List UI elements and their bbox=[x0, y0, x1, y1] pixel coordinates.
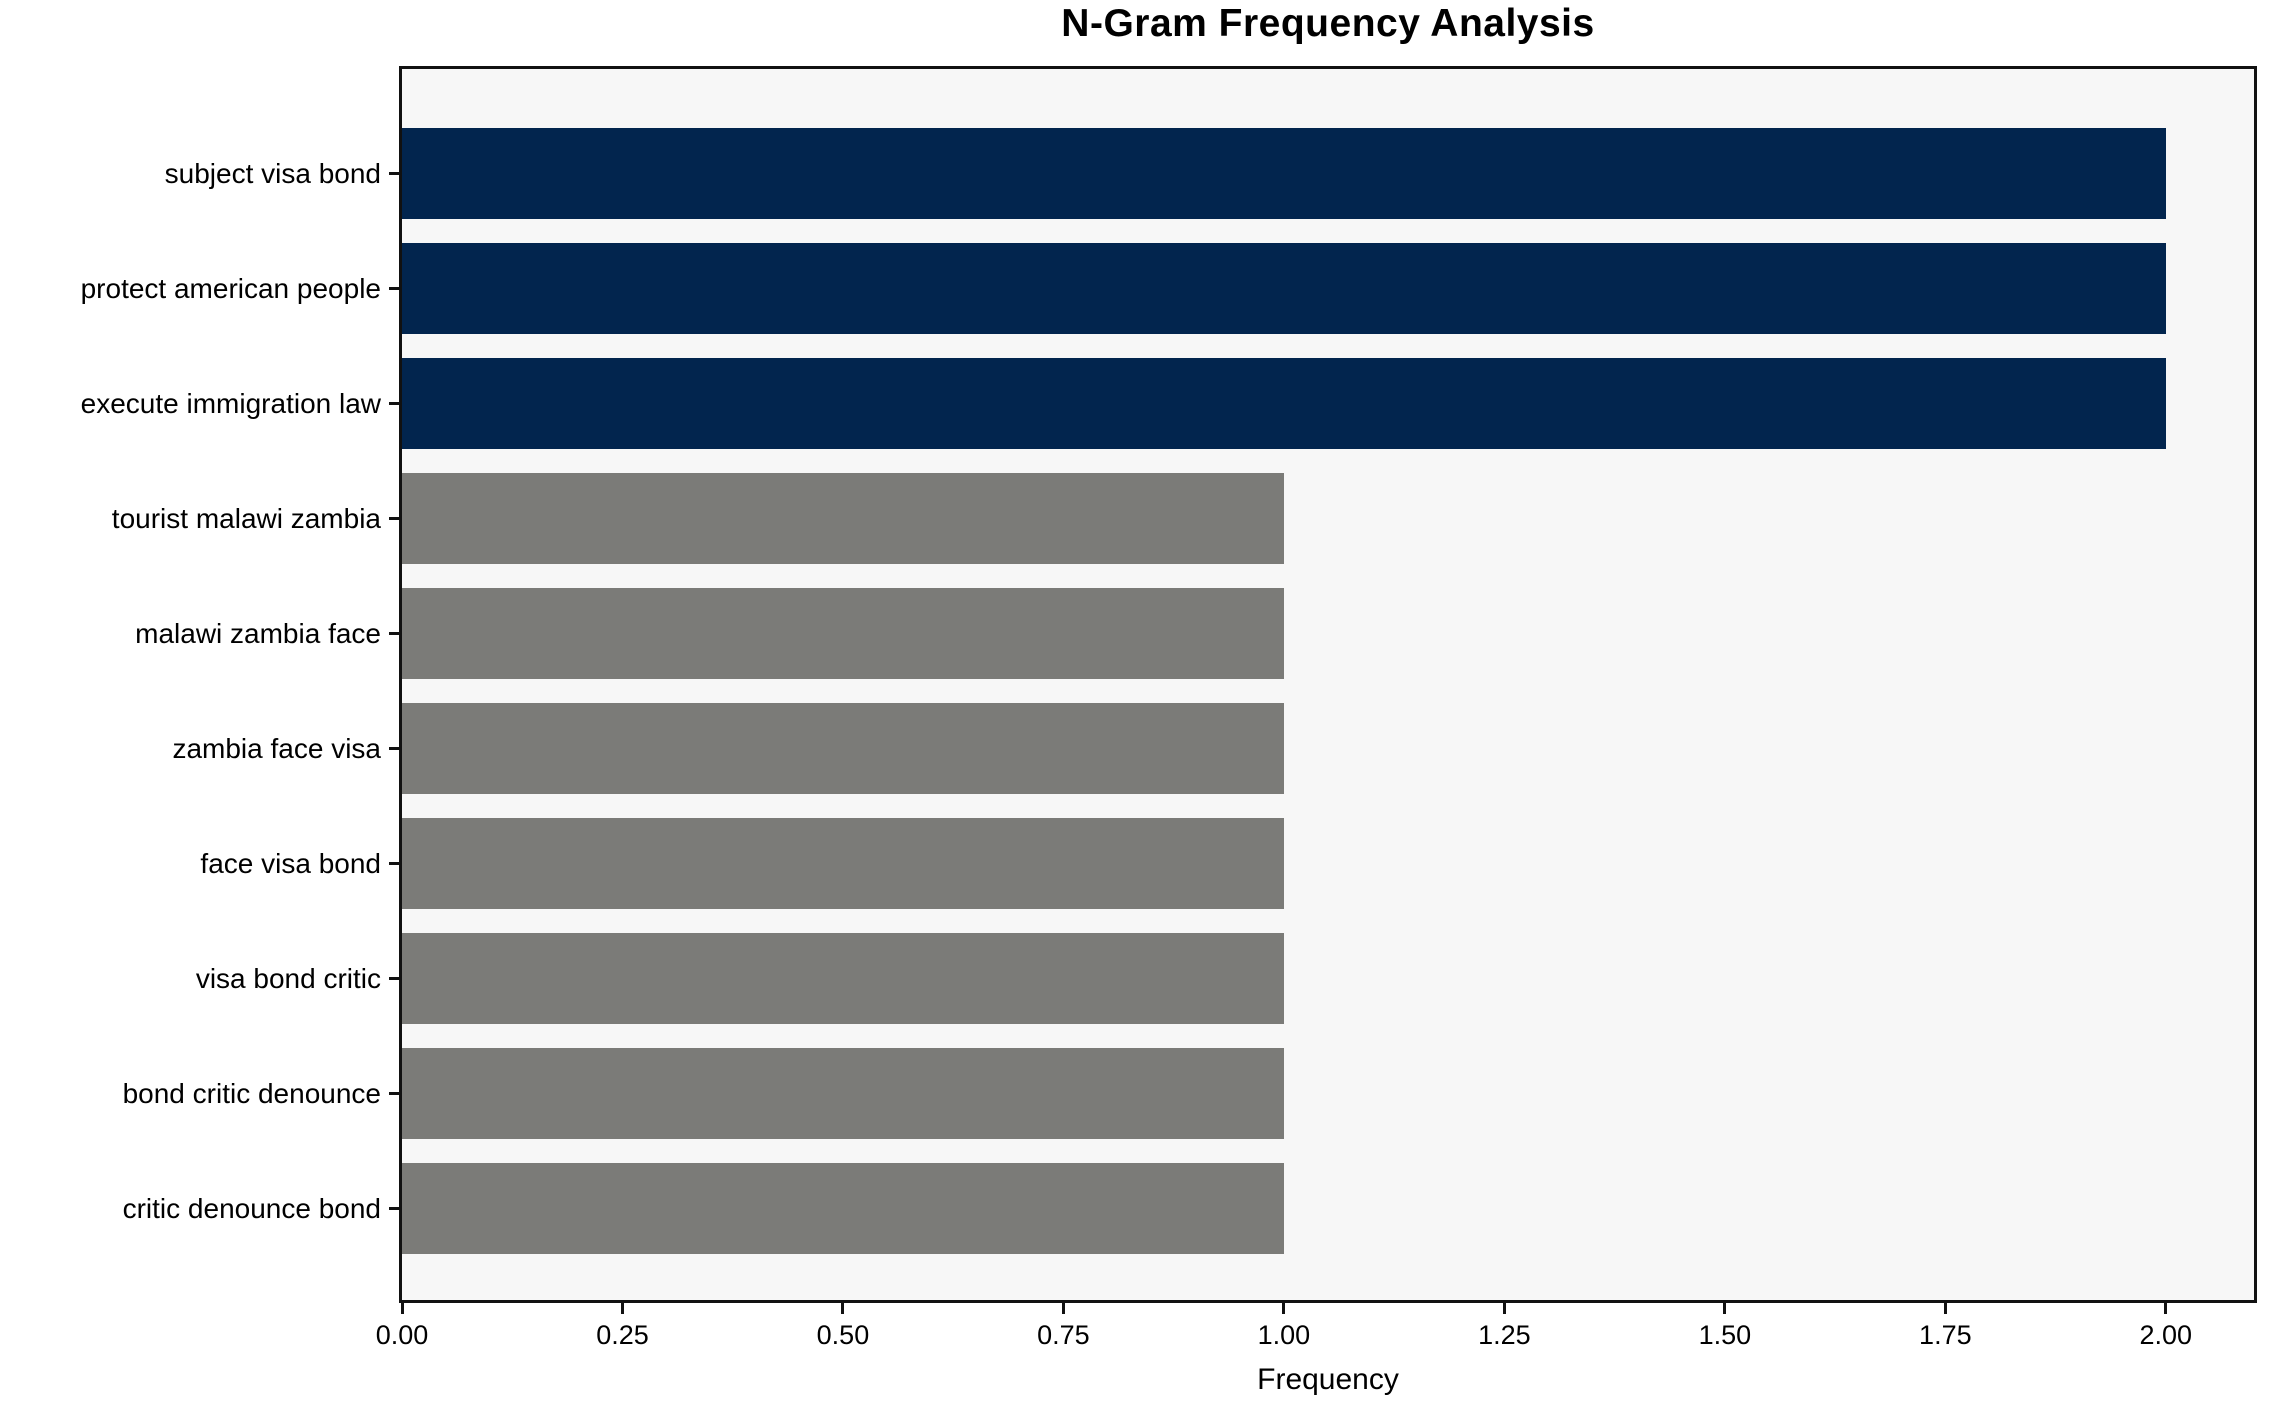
bar-malawi-zambia-face bbox=[402, 588, 1284, 679]
y-tick-label: subject visa bond bbox=[164, 157, 381, 189]
x-tick-label: 0.00 bbox=[375, 1320, 429, 1350]
x-tick-mark bbox=[1943, 1303, 1947, 1314]
y-tick-label: tourist malawi zambia bbox=[111, 502, 381, 534]
plot-area bbox=[399, 66, 2257, 1303]
x-tick-label: 0.75 bbox=[1037, 1320, 1090, 1350]
chart-title: N-Gram Frequency Analysis bbox=[1061, 2, 1595, 45]
bar-zambia-face-visa bbox=[402, 703, 1284, 794]
y-tick-mark bbox=[389, 172, 399, 175]
y-tick-label: zambia face visa bbox=[172, 732, 381, 764]
y-tick-mark bbox=[389, 747, 399, 750]
x-tick-label: 1.00 bbox=[1257, 1320, 1311, 1350]
x-tick-label: 2.00 bbox=[2139, 1320, 2193, 1350]
y-tick-label: protect american people bbox=[80, 272, 381, 304]
bar-protect-american-people bbox=[402, 243, 2166, 334]
bar-execute-immigration-law bbox=[402, 358, 2166, 449]
x-tick-label: 1.25 bbox=[1478, 1320, 1531, 1350]
y-tick-label: face visa bond bbox=[200, 847, 381, 879]
y-tick-label: visa bond critic bbox=[195, 962, 381, 994]
x-axis-title: Frequency bbox=[1257, 1363, 1399, 1396]
x-tick-mark bbox=[2164, 1303, 2168, 1314]
bar-tourist-malawi-zambia bbox=[402, 473, 1284, 564]
x-tick-mark bbox=[1061, 1303, 1065, 1314]
bar-critic-denounce-bond bbox=[402, 1163, 1284, 1254]
x-tick-mark bbox=[841, 1303, 845, 1314]
bar-visa-bond-critic bbox=[402, 933, 1284, 1024]
x-tick-mark bbox=[620, 1303, 624, 1314]
y-tick-mark bbox=[389, 287, 399, 290]
x-tick-label: 1.75 bbox=[1919, 1320, 1972, 1350]
x-tick-label: 0.50 bbox=[816, 1320, 870, 1350]
y-tick-label: bond critic denounce bbox=[122, 1077, 381, 1109]
x-tick-label: 1.50 bbox=[1698, 1320, 1752, 1350]
x-tick-label: 0.25 bbox=[596, 1320, 649, 1350]
y-tick-label: execute immigration law bbox=[80, 387, 381, 419]
y-tick-label: malawi zambia face bbox=[135, 617, 381, 649]
bar-subject-visa-bond bbox=[402, 128, 2166, 219]
y-tick-mark bbox=[389, 632, 399, 635]
bar-bond-critic-denounce bbox=[402, 1048, 1284, 1139]
x-tick-mark bbox=[400, 1303, 404, 1314]
x-tick-mark bbox=[1282, 1303, 1286, 1314]
bar-face-visa-bond bbox=[402, 818, 1284, 909]
y-tick-mark bbox=[389, 1207, 399, 1210]
y-tick-label: critic denounce bond bbox=[122, 1192, 381, 1224]
y-tick-mark bbox=[389, 402, 399, 405]
y-tick-mark bbox=[389, 517, 399, 520]
x-tick-mark bbox=[1502, 1303, 1506, 1314]
x-tick-mark bbox=[1723, 1303, 1727, 1314]
y-tick-mark bbox=[389, 977, 399, 980]
y-tick-mark bbox=[389, 1092, 399, 1095]
y-tick-mark bbox=[389, 862, 399, 865]
